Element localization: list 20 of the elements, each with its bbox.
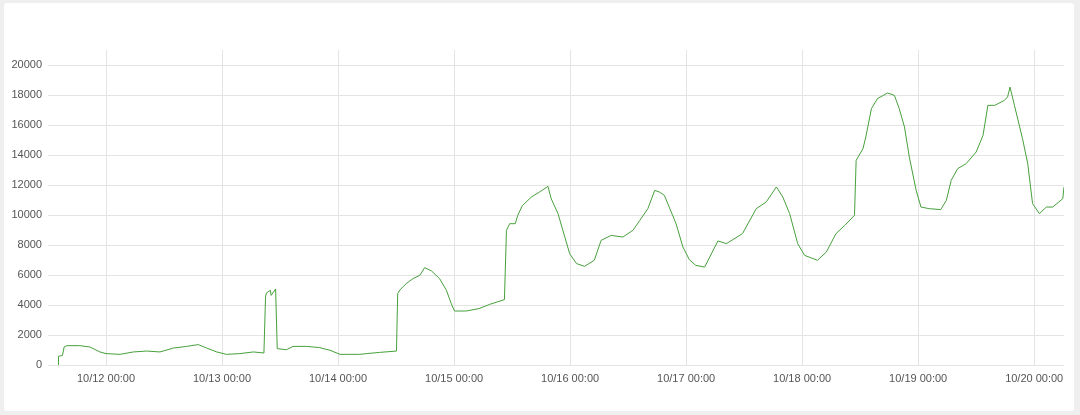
x-tick-label: 10/20 00:00: [1005, 371, 1064, 384]
y-tick-label: 8000: [17, 238, 42, 251]
x-tick-label: 10/13 00:00: [192, 371, 252, 384]
y-tick-label: 12000: [11, 178, 42, 191]
y-tick-label: 16000: [11, 118, 42, 131]
y-tick-label: 20000: [11, 58, 42, 71]
y-tick-label: 14000: [11, 148, 42, 161]
y-tick-label: 6000: [17, 268, 42, 281]
y-tick-label: 2000: [17, 328, 42, 341]
x-tick-label: 10/17 00:00: [657, 371, 716, 384]
y-tick-label: 18000: [11, 88, 42, 101]
x-tick-label: 10/18 00:00: [773, 371, 832, 384]
x-tick-label: 10/14 00:00: [308, 371, 368, 384]
y-tick-label: 4000: [17, 298, 42, 311]
x-tick-label: 10/15 00:00: [425, 371, 484, 384]
y-tick-label: 10000: [11, 208, 42, 221]
x-tick-label: 10/12 00:00: [76, 371, 136, 384]
x-tick-label: 10/16 00:00: [541, 371, 600, 384]
x-tick-label: 10/19 00:00: [889, 371, 948, 384]
y-tick-label: 0: [35, 358, 42, 371]
